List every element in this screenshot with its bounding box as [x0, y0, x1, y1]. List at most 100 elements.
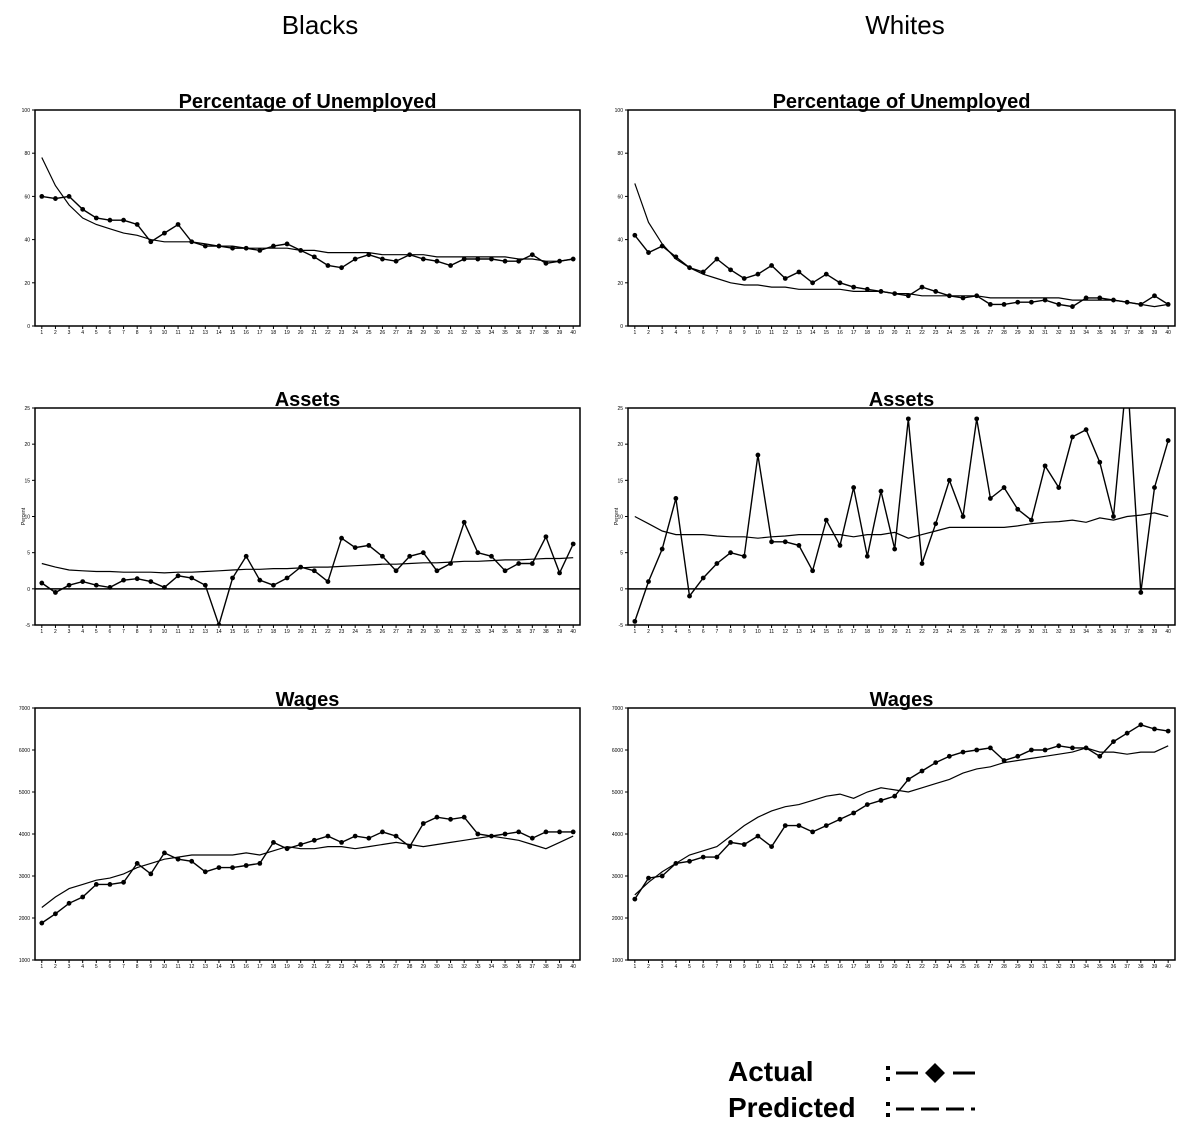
- data-point: [489, 256, 494, 262]
- data-point: [810, 568, 816, 574]
- plot-area: [632, 183, 1171, 309]
- data-point: [189, 575, 195, 581]
- data-point: [851, 810, 857, 816]
- data-point: [714, 256, 720, 262]
- data-point: [66, 582, 72, 588]
- x-tick-label: 8: [136, 330, 139, 336]
- x-tick-label: 3: [68, 964, 71, 970]
- x-tick-label: 30: [1029, 629, 1035, 635]
- x-tick-label: 39: [1152, 964, 1158, 970]
- x-tick-label: 8: [136, 629, 139, 635]
- x-tick-label: 15: [230, 964, 236, 970]
- data-point: [755, 833, 761, 839]
- data-point: [987, 302, 993, 307]
- data-point: [987, 496, 993, 501]
- legend: Actual Predicted: [728, 1056, 975, 1123]
- data-point: [162, 230, 167, 236]
- data-point: [366, 252, 372, 258]
- data-point: [325, 263, 331, 268]
- x-tick-label: 32: [1056, 629, 1062, 635]
- x-tick-label: 29: [421, 330, 427, 336]
- data-point: [339, 535, 344, 541]
- x-tick-label: 6: [109, 330, 112, 336]
- data-point: [837, 280, 843, 286]
- x-tick-label: 28: [407, 629, 413, 635]
- data-point: [148, 871, 154, 877]
- data-point: [352, 256, 358, 262]
- x-tick-label: 19: [284, 330, 290, 336]
- x-tick-label: 39: [1152, 629, 1158, 635]
- data-point: [728, 840, 733, 845]
- data-point: [974, 416, 980, 422]
- x-tick-label: 13: [203, 629, 209, 635]
- data-point: [837, 816, 843, 822]
- data-point: [271, 840, 276, 845]
- x-tick-label: 34: [489, 964, 495, 970]
- y-tick-label: 2000: [19, 916, 30, 922]
- data-point: [946, 477, 952, 483]
- x-tick-label: 40: [570, 964, 576, 970]
- x-tick-label: 40: [1165, 629, 1171, 635]
- x-tick-label: 17: [257, 964, 263, 970]
- x-tick-label: 24: [947, 964, 953, 970]
- data-point: [230, 865, 235, 870]
- data-point: [489, 553, 494, 559]
- data-point: [216, 622, 222, 625]
- x-tick-label: 1: [40, 964, 43, 970]
- x-tick-label: 15: [230, 330, 236, 336]
- x-tick-label: 34: [1083, 964, 1089, 970]
- y-tick-label: 1000: [19, 958, 30, 964]
- data-point: [933, 289, 939, 294]
- chart-title: Assets: [275, 389, 341, 411]
- x-tick-label: 14: [810, 629, 816, 635]
- x-tick-label: 33: [1070, 629, 1076, 635]
- x-tick-label: 34: [489, 330, 495, 336]
- series-line: [41, 157, 574, 262]
- x-tick-label: 10: [162, 964, 168, 970]
- y-tick-label: 80: [617, 151, 623, 157]
- data-point: [325, 579, 331, 584]
- data-point: [1042, 297, 1048, 303]
- data-point: [121, 577, 126, 583]
- x-tick-label: 21: [906, 330, 912, 336]
- x-tick-label: 12: [782, 629, 788, 635]
- data-point: [837, 543, 843, 548]
- legend-label: Actual: [728, 1056, 814, 1087]
- x-tick-label: 11: [175, 629, 180, 635]
- x-tick-label: 19: [878, 629, 884, 635]
- x-tick-label: 4: [81, 629, 84, 635]
- data-point: [407, 553, 413, 559]
- data-point: [1165, 438, 1171, 443]
- data-point: [755, 452, 761, 458]
- y-tick-label: 4000: [19, 832, 30, 838]
- x-tick-label: 17: [851, 629, 857, 635]
- data-point: [434, 258, 440, 264]
- data-point: [461, 814, 467, 820]
- data-point: [905, 416, 911, 422]
- data-point: [905, 777, 911, 782]
- x-tick-label: 33: [1070, 964, 1076, 970]
- x-tick-label: 26: [380, 964, 386, 970]
- x-tick-label: 25: [366, 330, 372, 336]
- data-point: [673, 496, 679, 501]
- series-line: [41, 195, 574, 269]
- x-tick-label: 39: [557, 964, 563, 970]
- data-point: [352, 833, 358, 839]
- y-tick-label: 0: [27, 587, 30, 593]
- data-point: [475, 550, 481, 556]
- x-tick-label: 7: [122, 964, 125, 970]
- x-tick-label: 38: [543, 964, 549, 970]
- x-tick-label: 9: [149, 330, 152, 336]
- x-tick-label: 29: [1015, 629, 1021, 635]
- x-tick-label: 10: [755, 330, 761, 336]
- data-point: [687, 593, 692, 599]
- y-tick-label: 20: [617, 281, 623, 287]
- data-point: [796, 543, 802, 548]
- data-point: [741, 842, 747, 847]
- x-tick-label: 17: [257, 330, 263, 336]
- x-tick-label: 5: [688, 330, 691, 336]
- x-tick-label: 30: [434, 629, 440, 635]
- x-tick-label: 26: [974, 330, 980, 336]
- data-point: [769, 539, 774, 545]
- data-point: [339, 265, 344, 271]
